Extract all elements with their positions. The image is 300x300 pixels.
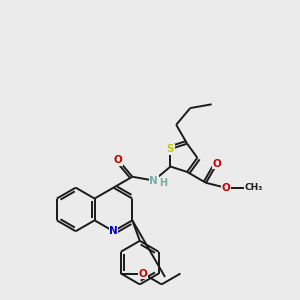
Text: O: O — [221, 183, 230, 193]
Text: S: S — [167, 144, 174, 154]
Text: N: N — [149, 176, 158, 185]
Text: N: N — [109, 226, 118, 236]
Text: H: H — [159, 178, 167, 188]
Text: O: O — [138, 268, 147, 278]
Text: CH₃: CH₃ — [244, 183, 263, 192]
Text: O: O — [114, 155, 123, 165]
Text: O: O — [212, 159, 221, 169]
